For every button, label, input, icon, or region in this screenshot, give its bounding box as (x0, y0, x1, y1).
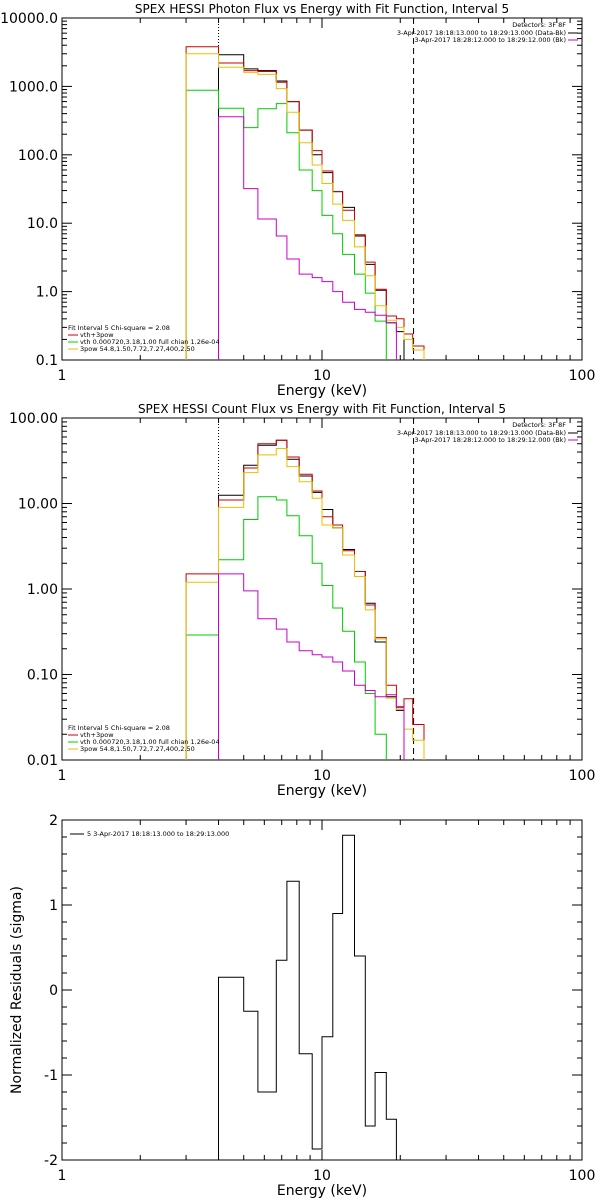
plot-frame (61, 417, 583, 761)
x-tick-label: 10 (313, 368, 331, 384)
chart-title: SPEX HESSI Photon Flux vs Energy with Fi… (135, 2, 509, 16)
x-axis-label: Energy (keV) (277, 383, 367, 399)
y-tick-label: 10000.0 (0, 11, 58, 27)
legend-entry-text: vth+3pow (80, 331, 114, 339)
chart-panel-3: 1 10 100 -2 -1 0 1 2 Energy (keV) Normalized Resi… (9, 813, 595, 1199)
series-line-vth (185, 496, 387, 760)
x-tick-label: 100 (569, 368, 596, 384)
x-tick-label: 100 (569, 768, 596, 784)
y-tick-label: -2 (44, 1153, 58, 1169)
series-line-data-bk (218, 54, 405, 360)
series-group (185, 439, 425, 760)
x-tick-label: 100 (569, 1168, 596, 1184)
series-line-vth-3pow (185, 439, 425, 760)
y-tick-label: 1.00 (27, 582, 58, 598)
x-tick-label: 10 (313, 768, 331, 784)
chart-title: SPEX HESSI Count Flux vs Energy with Fit… (138, 402, 506, 416)
y-tick-label: 0 (49, 983, 58, 999)
x-tick-label: 1 (58, 368, 67, 384)
legend-entry-text: vth 0.000720,3.18,1.00 full chian 1.26e-… (80, 338, 220, 346)
legend-entry-text: 5 3-Apr-2017 18:18:13.000 to 18:29:13.00… (87, 830, 229, 838)
legend-entry-text: 3pow 54.8,1.50,7.72,7.27,400,2.50 (80, 745, 195, 753)
y-tick-label: 0.01 (27, 753, 58, 769)
y-tick-label: 1.0 (36, 285, 58, 301)
series-line-data-bk (218, 439, 405, 760)
legend-header: Fit Interval 5 Chi-square = 2.08 (68, 324, 170, 332)
legend-entry-text: 3-Apr-2017 18:18:13.000 to 18:29:13.000 … (397, 29, 566, 37)
x-tick-label: 10 (313, 1168, 331, 1184)
y-tick-label: 10.0 (27, 216, 58, 232)
plot-frame (61, 17, 583, 361)
series-line-vth (185, 89, 387, 360)
legend-header: Detectors: 3F 8F (512, 421, 566, 429)
legend-entry-text: 3-Apr-2017 18:28:12.000 to 18:29:12.000 … (415, 436, 566, 444)
x-tick-label: 1 (58, 768, 67, 784)
x-axis-label: Energy (keV) (277, 1183, 367, 1199)
y-tick-label: 100.0 (18, 148, 58, 164)
x-tick-label: 1 (58, 1168, 67, 1184)
legend-entry-text: 3pow 54.8,1.50,7.72,7.27,400,2.50 (80, 345, 195, 353)
series-group (185, 46, 425, 360)
x-axis-label: Energy (keV) (277, 783, 367, 799)
y-tick-label: -1 (44, 1068, 58, 1084)
y-tick-label: 1000.0 (9, 79, 58, 95)
series-line-3pow (185, 53, 425, 360)
series-line-5 (218, 834, 413, 1160)
y-tick-label: 2 (49, 813, 58, 829)
y-tick-label: 0.1 (36, 353, 58, 369)
legend-header: Fit Interval 5 Chi-square = 2.08 (68, 724, 170, 732)
legend-entry-text: 3-Apr-2017 18:18:13.000 to 18:29:13.000 … (397, 429, 566, 437)
series-line-bk (218, 573, 405, 760)
series-line-bk (218, 116, 397, 360)
legend-entry-text: 3-Apr-2017 18:28:12.000 to 18:29:12.000 … (415, 36, 566, 44)
series-line-vth-3pow (185, 46, 425, 360)
y-tick-label: 0.10 (27, 668, 58, 684)
legend-entry-text: vth 0.000720,3.18,1.00 full chian 1.26e-… (80, 738, 220, 746)
series-group (218, 834, 413, 1160)
y-axis-label: Normalized Residuals (sigma) (9, 886, 25, 1094)
chart-panel-2: SPEX HESSI Count Flux vs Energy with Fit… (9, 402, 595, 799)
y-tick-label: 1 (49, 898, 58, 914)
chart-panel-1: SPEX HESSI Photon Flux vs Energy with Fi… (0, 2, 595, 399)
y-tick-label: 100.00 (9, 411, 58, 427)
legend-entry-text: vth+3pow (80, 731, 114, 739)
y-tick-label: 10.00 (18, 497, 58, 513)
legend-header: Detectors: 3F 8F (512, 21, 566, 29)
